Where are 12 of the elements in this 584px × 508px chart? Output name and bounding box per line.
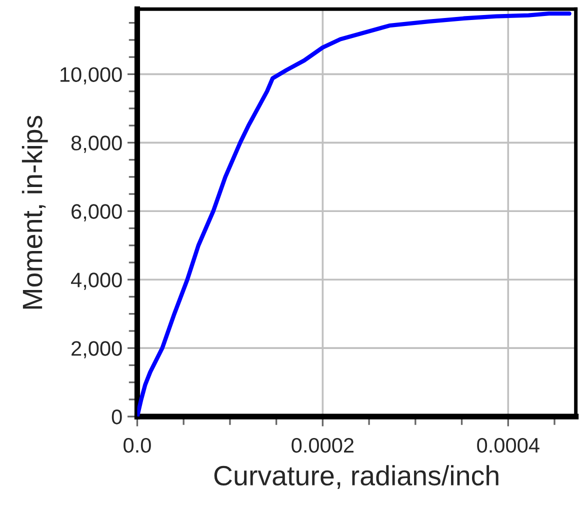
y-tick-label: 8,000 bbox=[71, 136, 122, 153]
y-axis-title: Moment, in-kips bbox=[22, 116, 48, 309]
x-tick-label: 0.0002 bbox=[292, 438, 354, 453]
x-axis-title: Curvature, radians/inch bbox=[214, 465, 498, 489]
x-tick-label: 0.0004 bbox=[477, 438, 540, 453]
line-series bbox=[137, 12, 572, 417]
y-tick-label: 10,000 bbox=[60, 67, 122, 84]
y-tick-label: 4,000 bbox=[71, 272, 122, 290]
y-tick-label: 6,000 bbox=[72, 204, 122, 222]
x-tick-label: 0.0 bbox=[124, 438, 151, 453]
y-tick-label: 2,000 bbox=[72, 341, 122, 358]
y-tick-label: 0 bbox=[112, 410, 122, 424]
